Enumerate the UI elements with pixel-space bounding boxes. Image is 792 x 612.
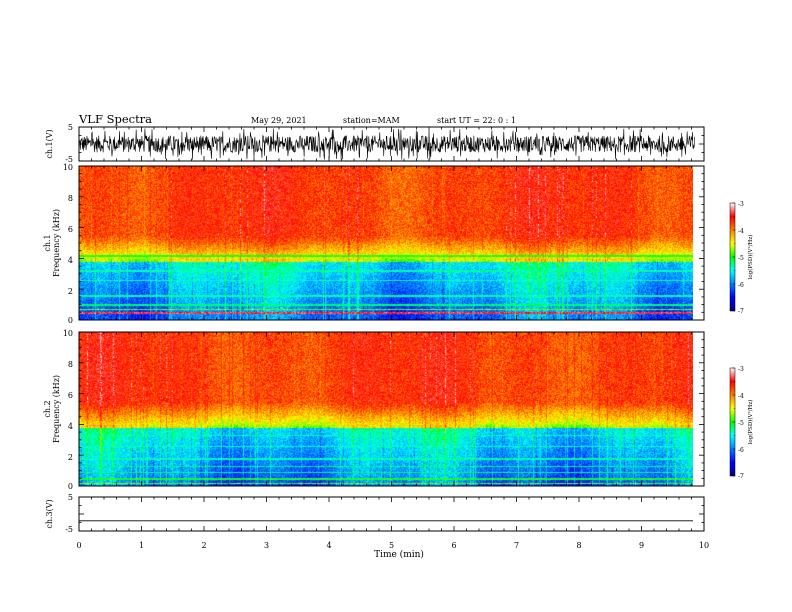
ch1-colorbar-ticks xyxy=(732,202,735,312)
ch1-waveform-line xyxy=(78,128,695,160)
ch1-spec-ytick-8: 8 xyxy=(68,194,73,203)
cb1-tick-m5: -5 xyxy=(738,255,744,262)
ch2-spec-ytick-0: 0 xyxy=(68,482,73,491)
time-tick-label: 10 xyxy=(699,541,709,550)
ch1-spec-ylabel-line2: Frequency (kHz) xyxy=(52,209,61,277)
time-axis-tick-labels: 0 1 2 3 4 5 6 7 8 9 10 xyxy=(76,541,709,550)
date-label: May 29, 2021 xyxy=(251,116,307,125)
ch2-colorbar: -3 -4 -5 -6 -7 log(PSD)(V²/Hz) xyxy=(729,366,754,480)
ch3-ticks xyxy=(78,496,705,532)
start-time-label: start UT = 22: 0 : 1 xyxy=(437,116,516,125)
ch2-spec-ytick-4: 4 xyxy=(68,422,73,431)
cb2-tick-m6: -6 xyxy=(738,447,744,454)
time-tick-label: 1 xyxy=(139,541,144,550)
ch1-waveform-panel: 5 -5 ch.1(V) xyxy=(45,123,705,164)
station-label: station=MAM xyxy=(343,116,400,125)
ch2-colorbar-ticks xyxy=(732,367,735,477)
ch2-spec-ytick-2: 2 xyxy=(68,453,73,462)
cb1-tick-m7: -7 xyxy=(738,308,744,315)
ch3-waveform-panel: 5 -5 ch.3(V) xyxy=(45,493,705,534)
ch1-spec-ytick-6: 6 xyxy=(68,225,73,234)
ch1-ytick-bottom: -5 xyxy=(65,155,73,164)
cb1-label: log(PSD)(V²/Hz) xyxy=(747,235,754,280)
ch2-spec-ylabel-line2: Frequency (kHz) xyxy=(52,375,61,443)
ch2-spectrogram-panel: 10 8 6 4 2 0 ch.2 Frequency (kHz) xyxy=(43,329,705,491)
time-tick-label: 7 xyxy=(514,541,519,550)
time-tick-label: 9 xyxy=(639,541,644,550)
ch1-ylabel: ch.1(V) xyxy=(45,129,54,158)
time-tick-label: 3 xyxy=(264,541,269,550)
ch2-spec-ytick-10: 10 xyxy=(63,329,73,338)
cb2-tick-m3: -3 xyxy=(738,366,744,373)
ch2-spec-ylabel-line1: ch.2 xyxy=(43,400,52,417)
time-tick-label: 4 xyxy=(326,541,331,550)
ch1-spec-ytick-2: 2 xyxy=(68,287,73,296)
cb2-tick-m5: -5 xyxy=(738,420,744,427)
ch3-ytick-top: 5 xyxy=(68,493,73,502)
ch1-spec-ylabel-line1: ch.1 xyxy=(43,234,52,251)
ch2-spec-ytick-8: 8 xyxy=(68,360,73,369)
cb1-tick-m3: -3 xyxy=(738,201,744,208)
ch2-spec-ytick-6: 6 xyxy=(68,391,73,400)
time-tick-label: 5 xyxy=(389,541,394,550)
ch1-spec-ytick-4: 4 xyxy=(68,256,73,265)
ch1-spec-ticks xyxy=(78,165,705,321)
cb2-tick-m4: -4 xyxy=(738,393,744,400)
ch3-ylabel: ch.3(V) xyxy=(45,499,54,528)
ch2-spec-ticks xyxy=(78,331,705,487)
ch1-ytick-top: 5 xyxy=(68,123,73,132)
ch1-spectrogram-panel: 10 8 6 4 2 0 ch.1 Frequency (kHz) xyxy=(43,163,705,325)
cb1-tick-m4: -4 xyxy=(738,228,744,235)
time-tick-label: 6 xyxy=(451,541,456,550)
time-axis-label: Time (min) xyxy=(374,549,424,560)
time-tick-label: 0 xyxy=(76,541,81,550)
figure-title: VLF Spectra xyxy=(78,112,152,126)
ch2-spectrogram-image xyxy=(79,332,693,486)
ch1-spec-ytick-0: 0 xyxy=(68,316,73,325)
ch1-spec-ytick-10: 10 xyxy=(63,163,73,172)
ch1-colorbar: -3 -4 -5 -6 -7 log(PSD)(V²/Hz) xyxy=(729,201,754,315)
cb2-tick-m7: -7 xyxy=(738,473,744,480)
ch1-spectrogram-image xyxy=(79,166,693,320)
cb1-tick-m6: -6 xyxy=(738,282,744,289)
time-tick-label: 2 xyxy=(201,541,206,550)
time-tick-label: 8 xyxy=(576,541,581,550)
ch1-ticks xyxy=(78,126,705,162)
cb2-label: log(PSD)(V²/Hz) xyxy=(747,400,754,445)
ch3-ytick-bottom: -5 xyxy=(65,525,73,534)
